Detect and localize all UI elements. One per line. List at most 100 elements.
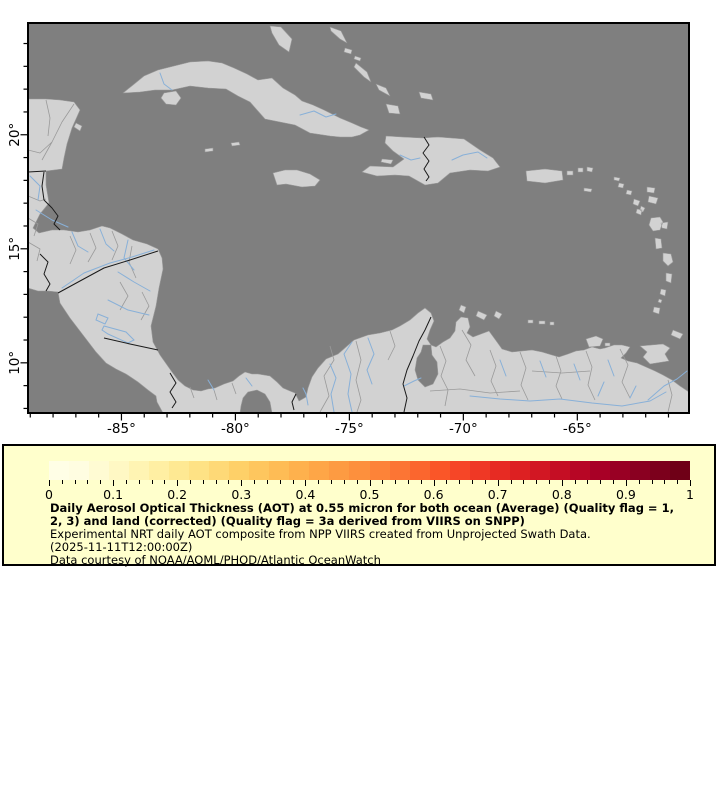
colorbar-minor-tick [215,480,217,484]
land-trinidad-tobago [639,329,684,365]
colorbar-minor-tick [279,480,281,484]
colorbar [49,461,690,480]
colorbar-major-tick [113,480,115,486]
colorbar-segment [369,461,390,480]
colorbar-tick-label: 0.1 [103,487,124,502]
country-borders [28,136,432,413]
colorbar-tick-label: 0.6 [423,487,444,502]
y-axis: 10° 15° 20° [7,42,28,410]
colorbar-major-tick [369,480,371,486]
colorbar-minor-tick [331,480,333,484]
colorbar-major-tick [561,480,563,486]
colorbar-segment [449,461,470,480]
lake-nicaragua-managua [95,313,135,344]
colorbar-minor-tick [164,480,166,484]
colorbar-minor-tick [548,480,550,484]
x-tick-label: -65° [563,421,592,436]
colorbar-segment [269,461,290,480]
colorbar-minor-tick [420,480,422,484]
colorbar-minor-tick [613,480,615,484]
land-lesser-antilles [566,166,674,315]
colorbar-minor-tick [382,480,384,484]
colorbar-minor-tick [318,480,320,484]
land-bahamas-and-cays [73,25,434,165]
colorbar-tick-label: 0.8 [551,487,572,502]
map-svg: -85° -80° -75° -70° -65° 10° 15° 20° [7,22,690,437]
colorbar-tick-label: 0.3 [231,487,252,502]
colorbar-minor-tick [190,480,192,484]
colorbar-minor-tick [202,480,204,484]
land-south-caribbean-islands [458,304,611,348]
colorbar-major-tick [241,480,243,486]
y-tick-label: 15° [7,237,23,261]
legend-text: Daily Aerosol Optical Thickness (AOT) at… [50,502,674,567]
colorbar-minor-tick [138,480,140,484]
colorbar-segment [49,461,70,480]
colorbar-minor-tick [87,480,89,484]
colorbar-segment [629,461,650,480]
colorbar-segment [349,461,370,480]
colorbar-minor-tick [356,480,358,484]
colorbar-minor-tick [407,480,409,484]
colorbar-major-tick [305,480,307,486]
colorbar-minor-tick [472,480,474,484]
colorbar-segment [409,461,430,480]
x-axis: -85° -80° -75° -70° -65° [29,413,670,437]
legend-info-line-3: Data courtesy of NOAA/AOML/PHOD/Atlantic… [50,553,381,567]
colorbar-segment [309,461,330,480]
land-jamaica [272,169,321,188]
colorbar-minor-tick [343,480,345,484]
colorbar-tick-label: 0 [45,487,53,502]
colorbar-minor-tick [292,480,294,484]
colorbar-major-tick [177,480,179,486]
y-tick-label: 20° [7,123,23,147]
colorbar-segment [469,461,490,480]
colorbar-minor-tick [587,480,589,484]
colorbar-minor-tick [446,480,448,484]
colorbar-minor-tick [151,480,153,484]
colorbar-segment [649,461,670,480]
colorbar-minor-tick [638,480,640,484]
colorbar-segment [129,461,150,480]
colorbar-segment [69,461,90,480]
colorbar-tick-label: 0.9 [615,487,636,502]
colorbar-minor-tick [536,480,538,484]
x-tick-label: -85° [107,421,136,436]
colorbar-tick-label: 0.4 [295,487,316,502]
colorbar-segment [209,461,230,480]
colorbar-minor-tick [228,480,230,484]
colorbar-minor-tick [574,480,576,484]
colorbar-tick-label: 0.5 [359,487,380,502]
colorbar-major-tick [497,480,499,486]
colorbar-segment [589,461,610,480]
legend-panel: 0 0.1 0.2 0.3 0.4 0.5 0.6 0.7 0.8 0.9 1 Daily Aero… [2,444,716,567]
colorbar-minor-tick [61,480,63,484]
colorbar-minor-tick [664,480,666,484]
colorbar-minor-tick [125,480,127,484]
colorbar-minor-tick [266,480,268,484]
colorbar-minor-tick [510,480,512,484]
land-hispaniola [361,135,501,186]
colorbar-minor-tick [100,480,102,484]
colorbar-segment [109,461,130,480]
colorbar-tick-label: 0.7 [487,487,508,502]
admin-boundaries [28,99,673,413]
colorbar-tick-label: 0.2 [167,487,188,502]
colorbar-major-tick [625,480,627,486]
colorbar-major-tick [49,480,50,486]
colorbar-minor-tick [459,480,461,484]
colorbar-segment [489,461,510,480]
rivers [29,72,688,413]
colorbar-minor-tick [677,480,679,484]
colorbar-minor-tick [484,480,486,484]
colorbar-segment [189,461,210,480]
colorbar-major-tick [433,480,435,486]
legend-title-line-2: 2, 3) and land (corrected) (Quality flag… [50,514,525,528]
colorbar-segment [529,461,550,480]
y-tick-label: 10° [7,351,23,375]
colorbar-segment [89,461,110,480]
land-puerto-rico [525,168,564,184]
colorbar-segment [289,461,310,480]
colorbar-minor-tick [395,480,397,484]
